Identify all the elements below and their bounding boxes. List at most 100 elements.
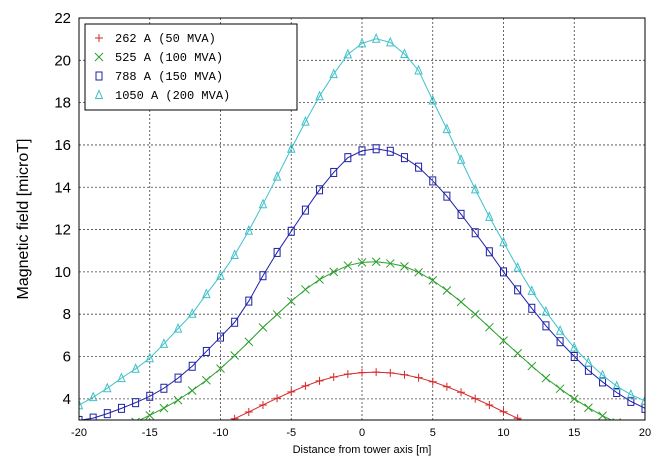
data-point — [216, 364, 225, 373]
data-point — [527, 361, 537, 371]
data-point — [117, 372, 126, 383]
y-tick-label: 20 — [54, 52, 71, 69]
legend-marker — [95, 34, 103, 42]
x-tick-label: -10 — [213, 427, 229, 439]
data-point — [499, 407, 508, 416]
data-point — [358, 146, 366, 156]
data-point — [470, 183, 480, 194]
data-point — [499, 336, 508, 346]
data-point — [301, 381, 310, 390]
data-point — [386, 36, 395, 47]
data-point — [457, 209, 465, 219]
data-point — [400, 48, 409, 58]
data-point — [429, 176, 437, 186]
data-point — [372, 368, 381, 377]
data-point — [485, 211, 494, 221]
axis-ticks: -20 -15 -10 -5 0 5 10 15 20 4 6 8 10 12 14 16 18 20 22 — [54, 10, 651, 439]
data-point — [556, 337, 564, 347]
data-point — [315, 376, 324, 385]
data-point — [187, 308, 197, 318]
y-tick-label: 12 — [54, 222, 71, 239]
data-point — [79, 399, 84, 410]
legend-box — [84, 23, 298, 111]
data-point — [301, 115, 310, 126]
data-point — [415, 162, 423, 172]
legend-marker — [94, 52, 104, 62]
data-point — [272, 170, 282, 181]
data-point — [400, 370, 409, 379]
data-point — [542, 321, 550, 331]
data-point — [471, 228, 479, 238]
data-point — [258, 323, 268, 332]
legend-label: 1050 A (200 MVA) — [115, 89, 230, 103]
data-point — [316, 185, 324, 195]
x-tick-label: -15 — [142, 427, 158, 439]
series-line — [79, 148, 645, 420]
data-point — [88, 391, 98, 402]
data-point — [513, 414, 522, 420]
y-tick-label: 18 — [54, 95, 71, 112]
data-point — [301, 205, 309, 215]
y-tick-label: 10 — [54, 264, 71, 281]
series-1 — [230, 368, 523, 420]
data-point — [230, 414, 239, 420]
data-point — [117, 403, 125, 413]
data-point — [329, 267, 339, 277]
x-tick-label: 5 — [430, 427, 436, 439]
x-axis-label: Distance from tower axis [m] — [293, 444, 432, 456]
data-point — [202, 288, 211, 299]
data-point — [386, 146, 394, 156]
data-point — [471, 394, 480, 403]
series-line — [79, 38, 645, 406]
data-point — [428, 377, 437, 386]
data-point — [315, 275, 324, 284]
data-point — [598, 369, 607, 380]
data-point — [442, 123, 452, 134]
data-point — [201, 375, 211, 385]
data-point — [598, 411, 607, 420]
data-point — [443, 191, 451, 201]
data-point — [343, 261, 353, 270]
data-point — [499, 236, 508, 247]
data-point — [555, 324, 565, 335]
data-point — [569, 394, 579, 404]
data-point — [145, 410, 155, 420]
data-point — [584, 356, 593, 367]
data-point — [329, 373, 338, 382]
data-point — [541, 305, 551, 316]
data-point — [202, 346, 210, 356]
series-4 — [79, 32, 645, 410]
data-point — [357, 258, 367, 267]
data-point — [414, 373, 423, 382]
data-point — [132, 398, 140, 408]
legend: 262 A (50 MVA) 525 A (100 MVA) 788 A (150 … — [84, 23, 298, 111]
y-tick-label: 6 — [63, 349, 71, 366]
data-point — [640, 395, 645, 405]
legend-item: 262 A (50 MVA) — [95, 32, 216, 46]
series-layer — [79, 32, 645, 420]
data-point — [626, 388, 636, 399]
data-point — [457, 388, 466, 397]
data-point — [613, 387, 621, 397]
data-point — [627, 396, 635, 406]
data-point — [400, 153, 408, 163]
legend-item: 788 A (150 MVA) — [95, 70, 223, 84]
plot-frame — [78, 17, 646, 421]
data-point — [385, 259, 395, 268]
data-point — [500, 267, 507, 277]
data-point — [528, 303, 536, 313]
data-point — [131, 417, 140, 420]
data-point — [584, 403, 593, 413]
legend-label: 788 A (150 MVA) — [115, 70, 223, 84]
data-point — [216, 269, 225, 280]
data-point — [145, 352, 155, 363]
data-point — [245, 296, 253, 306]
data-point — [570, 352, 578, 362]
data-point — [188, 361, 196, 371]
y-tick-label: 8 — [63, 306, 71, 323]
data-point — [315, 90, 324, 101]
data-point — [414, 267, 423, 277]
data-point — [273, 394, 282, 403]
data-point — [258, 198, 268, 209]
